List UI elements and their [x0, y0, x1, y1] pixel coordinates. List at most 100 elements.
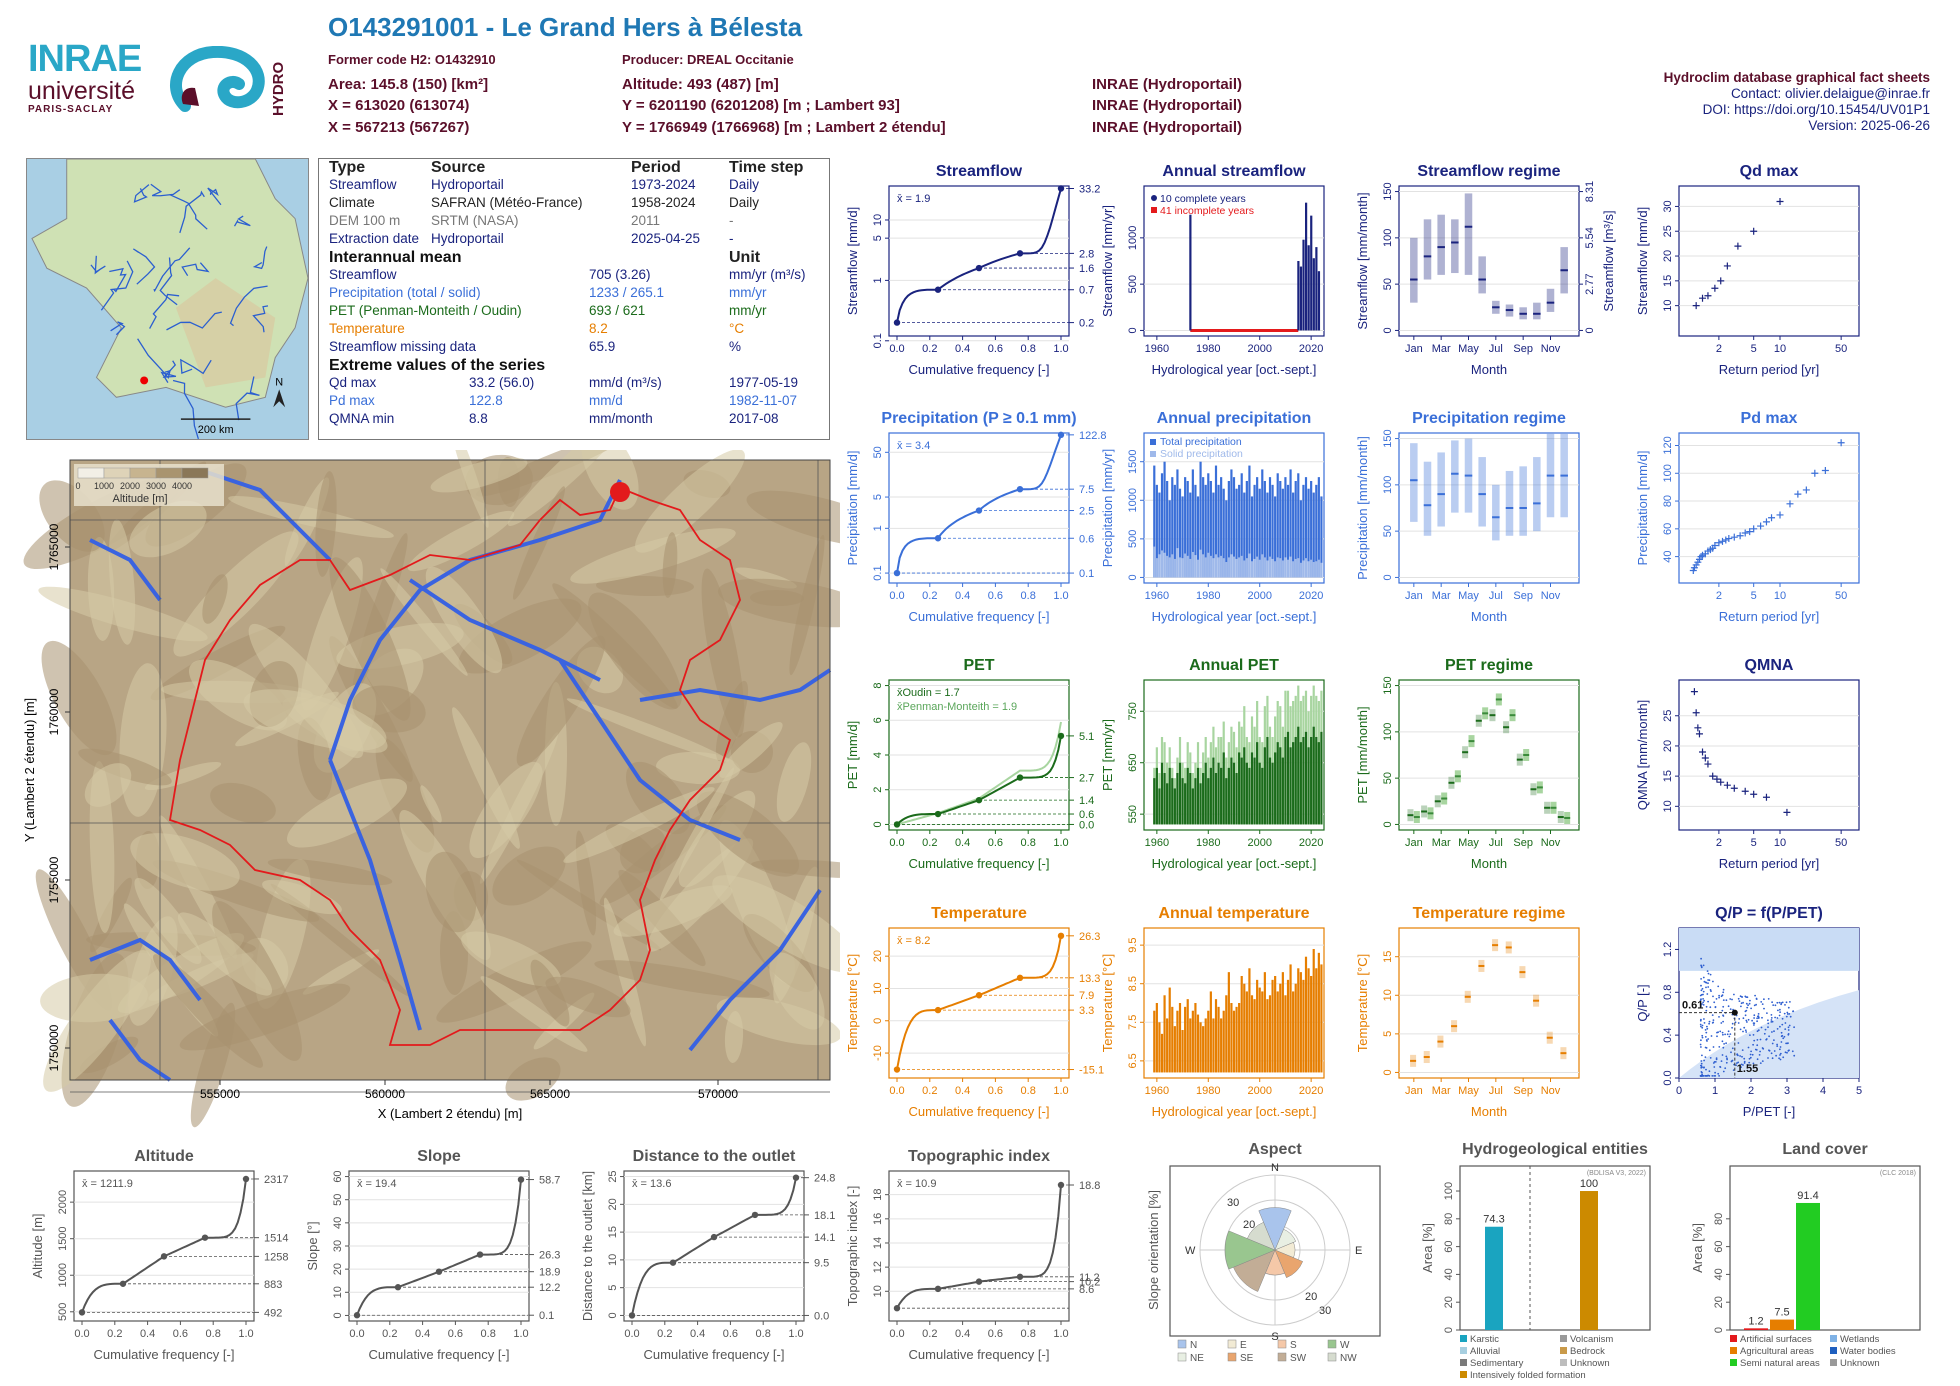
y-tick-label: 50 [1382, 525, 1394, 537]
cdf-curve [81, 1178, 247, 1313]
ring-label: 20 [1305, 1291, 1317, 1303]
y-axis-label: Altitude [m] [30, 1213, 45, 1278]
annual-bar-solid [1176, 548, 1179, 578]
annual-bar [1310, 736, 1313, 825]
bar-label: 74.3 [1483, 1214, 1504, 1226]
annual-bar [1307, 747, 1310, 825]
source-row-3: Extraction date Hydroportail 2025-04-25 - [329, 231, 829, 249]
y2-tick-label: 8.31 [1584, 181, 1596, 202]
qp-point [1788, 1024, 1791, 1027]
quantile-point [893, 319, 901, 326]
x-tick-label: 0.0 [889, 1328, 904, 1340]
qp-point [1705, 1039, 1708, 1041]
annual-bar [1243, 983, 1246, 1073]
annual-bar [1271, 762, 1274, 825]
mean-name: Streamflow missing data [329, 339, 477, 354]
source-row-1-cell-1: SAFRAN (Météo-France) [431, 195, 583, 210]
annual-bar-solid [1196, 559, 1200, 578]
qp-point [1731, 1047, 1734, 1050]
return-period-point [1750, 227, 1758, 235]
source-row-2: DEM 100 m SRTM (NASA) 2011 - [329, 213, 829, 231]
doi-link[interactable]: DOI: https://doi.org/10.15454/UV01P1 [1702, 102, 1930, 117]
energy-limit-zone [1679, 928, 1859, 971]
return-period-point [1715, 539, 1723, 547]
annual-bar [1286, 731, 1290, 825]
quantile-point [476, 1251, 484, 1258]
annual-bar [1248, 767, 1251, 825]
annual-bar-solid [1320, 562, 1323, 578]
regime-box [1437, 452, 1445, 527]
contact-link[interactable]: Contact: olivier.delaigue@inrae.fr [1730, 86, 1930, 101]
annual-bar [1297, 968, 1300, 1073]
regime-box [1492, 484, 1500, 541]
ring-label: 30 [1227, 1197, 1239, 1209]
x-tick-label: 1.0 [1053, 590, 1068, 602]
qp-point [1791, 1050, 1794, 1053]
y-tick-label: 10 [1662, 300, 1674, 312]
quantile-point [975, 992, 983, 999]
x-tick-label: 1.0 [1053, 343, 1068, 355]
qp-point [1752, 1022, 1755, 1024]
qp-point [1704, 1036, 1707, 1038]
qp-point [1764, 1028, 1767, 1031]
annual-bar [1212, 492, 1215, 578]
relief-patch [769, 952, 825, 1030]
y-tick-label: 80 [1662, 495, 1674, 507]
annual-bar [1302, 484, 1305, 578]
qp-point [1740, 996, 1743, 998]
x-tick-label: 0.2 [922, 837, 937, 849]
x-tick-label: 0.2 [922, 1328, 937, 1340]
annual-bar [1248, 465, 1251, 578]
quantile-point [201, 1234, 209, 1241]
compass-e: E [1355, 1245, 1362, 1257]
y-tick-label: 1000 [1127, 488, 1139, 512]
mean-row-3: Temperature 8.2 °C [329, 321, 829, 339]
mean-value: 693 / 621 [589, 303, 646, 318]
legend-swatch [77, 467, 105, 479]
annual-bar [1297, 726, 1300, 825]
y-tick-label: 25 [1662, 710, 1674, 722]
annual-bar [1181, 778, 1184, 825]
regime-box [1451, 219, 1459, 274]
qp-point [1763, 1007, 1765, 1010]
cdf-curve [896, 1184, 1062, 1309]
annual-bar-solid [1279, 558, 1282, 578]
annual-bar-solid [1217, 557, 1220, 578]
qp-point [1731, 1026, 1733, 1029]
regime-box [1423, 461, 1432, 536]
qp-point [1749, 1053, 1752, 1056]
qp-point [1700, 1064, 1702, 1067]
annual-bar [1166, 1018, 1169, 1073]
x-lambert2e: X = 567213 (567267) [328, 119, 470, 136]
y-tick-label: 0.1 [872, 333, 884, 348]
qp-point [1775, 1054, 1777, 1057]
qp-point [1756, 1017, 1758, 1020]
annual-bar [1310, 480, 1313, 578]
category-bar [1770, 1319, 1794, 1330]
y-tick-label: 20 [1662, 250, 1674, 262]
qp-point [1768, 1035, 1770, 1038]
annual-bar [1155, 484, 1158, 578]
y-tick-label: 6.5 [1127, 1053, 1139, 1068]
annual-bar-solid [1302, 560, 1305, 578]
qp-point [1718, 994, 1720, 997]
budyko-zone [1679, 990, 1859, 1078]
annual-bar [1279, 480, 1282, 578]
qp-point [1700, 989, 1703, 992]
mean-name: Streamflow [329, 267, 397, 282]
x-tick-label: 0.0 [349, 1328, 364, 1340]
x-tick-label: Nov [1541, 1085, 1561, 1097]
x-tick-label: 1980 [1196, 1085, 1220, 1097]
x-tick-label: Mar [1432, 837, 1451, 849]
overview-map: 200 km N [26, 158, 309, 440]
mean-row-2: PET (Penman-Monteith / Oudin) 693 / 621 mm… [329, 303, 829, 321]
x-tick-label: 1960 [1145, 343, 1169, 355]
legend-swatch [155, 467, 183, 479]
qp-point [1746, 1021, 1748, 1023]
x-tick-label: 0 [1676, 1085, 1682, 1097]
chart-hydrogeo: Hydrogeological entities Area [%] (BDLISA … [1420, 1141, 1651, 1381]
qp-point [1719, 1030, 1722, 1033]
qp-point [1717, 985, 1720, 988]
regime-box [1437, 214, 1445, 275]
annual-bar [1196, 767, 1200, 825]
